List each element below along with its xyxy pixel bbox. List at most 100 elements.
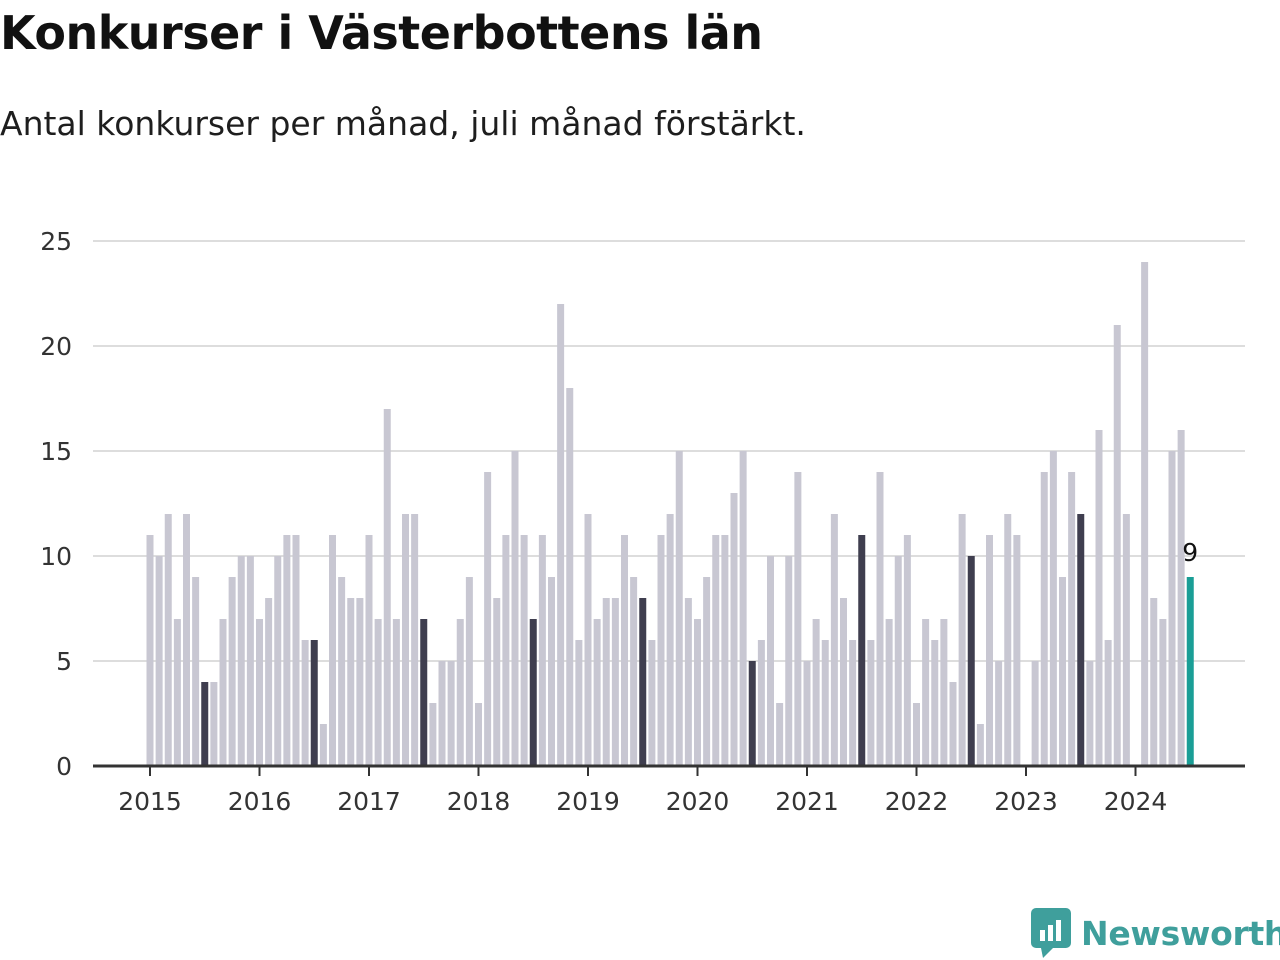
bar <box>1186 577 1194 766</box>
bar <box>593 619 601 766</box>
bar <box>639 598 647 766</box>
bar <box>484 472 492 766</box>
bar <box>1159 619 1167 766</box>
bar <box>274 556 282 766</box>
bar <box>730 493 738 766</box>
x-tick-label: 2015 <box>118 787 182 816</box>
bar <box>520 535 528 766</box>
bar <box>164 514 172 766</box>
bar <box>237 556 245 766</box>
bar <box>146 535 154 766</box>
bar <box>502 535 510 766</box>
bar <box>493 598 501 766</box>
bar <box>374 619 382 766</box>
bar <box>894 556 902 766</box>
x-tick-label: 2024 <box>1104 787 1168 816</box>
bar <box>1040 472 1048 766</box>
bar <box>319 724 327 766</box>
bar <box>849 640 857 766</box>
bar <box>438 661 446 766</box>
bar <box>538 535 546 766</box>
bar <box>429 703 437 766</box>
x-tick-label: 2019 <box>556 787 620 816</box>
bar <box>347 598 355 766</box>
bar <box>575 640 583 766</box>
labels: 0 5 10 15 20 25 2015 2016 2017 2018 2019 2020 2021 20… <box>40 227 1198 816</box>
bar <box>283 535 291 766</box>
bar <box>675 451 683 766</box>
logo-text: Newsworthy <box>1081 913 1280 953</box>
bar <box>265 598 273 766</box>
bar <box>757 640 765 766</box>
bar <box>621 535 628 766</box>
bar <box>821 640 829 766</box>
bar <box>648 640 656 766</box>
bar <box>183 514 190 766</box>
bar <box>1086 661 1094 766</box>
bar <box>329 535 336 766</box>
newsworthy-logo-icon <box>1031 908 1071 958</box>
bar <box>173 619 181 766</box>
bar <box>356 598 364 766</box>
bar <box>201 682 209 766</box>
x-tick-label: 2020 <box>666 787 730 816</box>
bar <box>1113 325 1121 766</box>
bar <box>785 556 793 766</box>
y-tick-label: 15 <box>40 437 72 466</box>
bar <box>256 619 263 766</box>
bar <box>511 451 519 766</box>
bar <box>867 640 875 766</box>
newsworthy-logo[interactable]: Newsworthy <box>1031 906 1280 960</box>
chart-title: Konkurser i Västerbottens län <box>0 6 763 60</box>
bar <box>566 388 574 766</box>
bar <box>922 619 930 766</box>
bar <box>219 619 227 766</box>
bar <box>803 661 811 766</box>
y-tick-label: 20 <box>40 332 72 361</box>
y-tick-label: 10 <box>40 542 72 571</box>
bar <box>913 703 920 766</box>
bar <box>776 703 784 766</box>
last-value-label: 9 <box>1182 538 1198 567</box>
bar <box>557 304 565 766</box>
bar <box>940 619 948 766</box>
bar <box>310 640 318 766</box>
bar <box>858 535 866 766</box>
bar <box>292 535 300 766</box>
bar <box>666 514 674 766</box>
x-tick-label: 2018 <box>447 787 511 816</box>
bar <box>1141 262 1149 766</box>
bar <box>1049 451 1057 766</box>
bar <box>1168 451 1176 766</box>
bar <box>684 598 692 766</box>
bar <box>1177 430 1185 766</box>
bar <box>1068 472 1076 766</box>
bar <box>1150 598 1158 766</box>
bar <box>301 640 309 766</box>
bar <box>210 682 218 766</box>
bar <box>338 577 346 766</box>
bar <box>739 451 747 766</box>
bar <box>1122 514 1130 766</box>
bar <box>967 556 975 766</box>
bar <box>1095 430 1103 766</box>
bar <box>155 556 163 766</box>
bar <box>748 661 756 766</box>
bar <box>958 514 966 766</box>
x-tick-label: 2017 <box>337 787 401 816</box>
bar <box>228 577 236 766</box>
bar <box>447 661 455 766</box>
bar <box>1004 514 1012 766</box>
bar <box>885 619 893 766</box>
bar <box>1013 535 1021 766</box>
x-tick-label: 2021 <box>775 787 839 816</box>
axes <box>93 764 1245 776</box>
bar <box>931 640 939 766</box>
x-tick-label: 2022 <box>885 787 949 816</box>
bar <box>392 619 400 766</box>
bar <box>1104 640 1112 766</box>
bar <box>876 472 884 766</box>
bar <box>903 535 911 766</box>
bar <box>630 577 638 766</box>
bar <box>1059 577 1066 766</box>
